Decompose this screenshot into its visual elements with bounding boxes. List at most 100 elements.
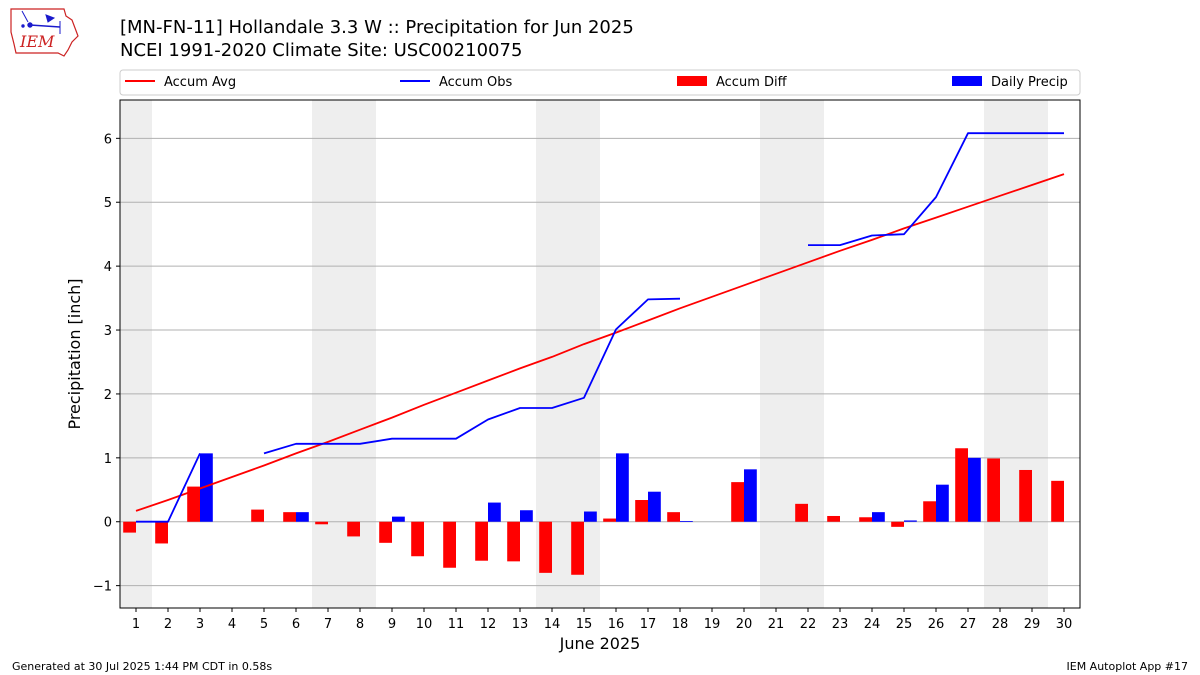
- accum-avg-line: [135, 173, 1065, 512]
- x-axis-label: June 2025: [559, 634, 641, 653]
- x-tick-label: 28: [992, 617, 1009, 632]
- y-tick-label: 3: [104, 324, 112, 339]
- x-tick-label: 12: [480, 617, 497, 632]
- legend-box: [119, 69, 1081, 96]
- accum-obs-line: [263, 297, 681, 455]
- accum-diff-bar: [1019, 469, 1032, 522]
- weekend-band: [984, 100, 1048, 608]
- x-tick-label: 19: [704, 617, 721, 632]
- accum-diff-bar: [123, 521, 136, 533]
- daily-precip-bar: [520, 510, 533, 522]
- daily-precip-bar: [744, 469, 757, 522]
- accum-diff-bar: [475, 521, 488, 561]
- chart-title: [MN-FN-11] Hollandale 3.3 W :: Precipita…: [120, 17, 634, 38]
- x-tick-label: 26: [928, 617, 945, 632]
- accum-diff-bar: [731, 482, 744, 522]
- iem-logo: IEM: [10, 8, 79, 57]
- accum-diff-bar: [283, 512, 296, 522]
- x-tick-label: 22: [800, 617, 817, 632]
- accum-diff-bar: [795, 503, 808, 522]
- x-tick-label: 11: [448, 617, 465, 632]
- y-tick-label: 6: [104, 132, 112, 147]
- x-tick-label: 1: [132, 617, 140, 632]
- daily-precip-bar: [200, 453, 213, 522]
- y-tick-label: 2: [104, 388, 112, 403]
- accum-diff-bar: [443, 521, 456, 568]
- x-tick-label: 9: [388, 617, 396, 632]
- daily-precip-bar: [936, 484, 949, 522]
- y-axis-label: Precipitation [inch]: [65, 278, 84, 429]
- y-tick-label: 0: [104, 516, 112, 531]
- accum-diff-bar: [155, 521, 168, 544]
- legend-label: Daily Precip: [991, 75, 1068, 90]
- state-outline: [10, 8, 79, 57]
- x-tick-label: 21: [768, 617, 785, 632]
- accum-diff-bar: [955, 448, 968, 522]
- x-tick-label: 20: [736, 617, 753, 632]
- accum-diff-bar: [667, 512, 680, 522]
- x-tick-label: 8: [356, 617, 364, 632]
- accum-obs-line: [136, 453, 201, 523]
- y-tick-label: 1: [104, 452, 112, 467]
- y-tick-label: 5: [104, 196, 112, 211]
- accum-diff-bar: [859, 517, 872, 522]
- x-tick-label: 5: [260, 617, 268, 632]
- legend-label: Accum Avg: [164, 75, 236, 90]
- accum-diff-bar: [315, 521, 328, 525]
- x-tick-label: 25: [896, 617, 913, 632]
- legend: Accum Avg Accum Obs Accum Diff Daily Precip: [119, 69, 1081, 96]
- daily-precip-bar: [584, 511, 597, 522]
- x-tick-label: 6: [292, 617, 300, 632]
- accum-diff-bar: [539, 521, 552, 573]
- accum-obs-line: [808, 132, 1064, 247]
- weekend-band: [760, 100, 824, 608]
- x-tick-label: 14: [544, 617, 561, 632]
- daily-precip-bar: [488, 502, 501, 522]
- daily-precip-bar: [392, 516, 405, 522]
- x-tick-label: 3: [196, 617, 204, 632]
- x-tick-label: 4: [228, 617, 236, 632]
- accum-diff-bar: [603, 518, 616, 522]
- daily-precip-bar: [648, 491, 661, 522]
- x-tick-label: 29: [1024, 617, 1041, 632]
- weekend-band: [312, 100, 376, 608]
- x-tick-label: 10: [416, 617, 433, 632]
- x-tick-label: 7: [324, 617, 332, 632]
- x-tick-label: 13: [512, 617, 529, 632]
- weather-station-icon: [21, 10, 61, 34]
- accum-diff-bar: [923, 501, 936, 522]
- x-tick-label: 30: [1056, 617, 1073, 632]
- accum-diff-bar: [411, 521, 424, 557]
- accum-diff-bar: [571, 521, 584, 575]
- accum-diff-bar: [635, 500, 648, 522]
- accum-diff-bar: [987, 458, 1000, 522]
- accum-diff-bar: [379, 521, 392, 543]
- x-tick-label: 2: [164, 617, 172, 632]
- daily-precip-bar: [872, 512, 885, 522]
- daily-precip-bar: [968, 457, 981, 522]
- daily-precip-bar: [296, 512, 309, 522]
- accum-diff-bar: [187, 486, 200, 522]
- accum-diff-bar: [827, 515, 840, 522]
- plot-frame: [119, 99, 1081, 609]
- x-tick-label: 15: [576, 617, 593, 632]
- x-tick-label: 27: [960, 617, 977, 632]
- daily-precip-bar: [616, 453, 629, 522]
- logo-text: IEM: [19, 32, 55, 51]
- y-tick-label: −1: [93, 580, 112, 595]
- x-tick-label: 24: [864, 617, 881, 632]
- daily-precip-bar: [680, 521, 693, 522]
- x-tick-label: 16: [608, 617, 625, 632]
- generated-footer: Generated at 30 Jul 2025 1:44 PM CDT in …: [12, 660, 273, 673]
- app-footer: IEM Autoplot App #17: [1066, 660, 1189, 673]
- daily-precip-bar: [904, 520, 917, 522]
- y-tick-label: 4: [104, 260, 112, 275]
- accum-diff-bar: [251, 509, 264, 522]
- accum-diff-bar: [891, 521, 904, 527]
- accum-diff-bar: [1051, 480, 1064, 522]
- accum-diff-bar: [347, 521, 360, 537]
- accum-diff-bar: [507, 521, 520, 562]
- x-tick-label: 23: [832, 617, 849, 632]
- x-tick-label: 17: [640, 617, 657, 632]
